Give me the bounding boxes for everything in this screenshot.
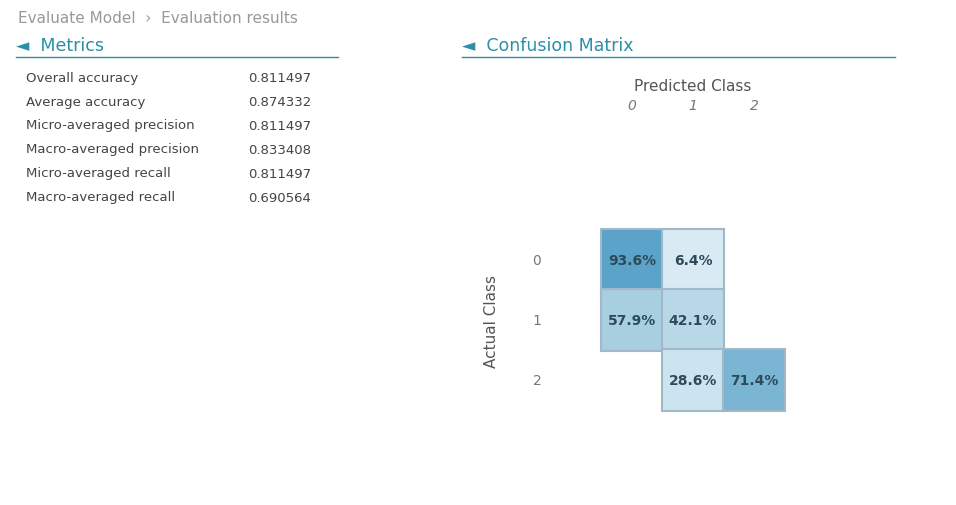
Text: Average accuracy: Average accuracy [26, 95, 145, 108]
Bar [662, 289, 724, 351]
Text: 0: 0 [532, 254, 541, 268]
Text: Actual Class: Actual Class [485, 274, 499, 367]
Bar [601, 230, 663, 291]
Text: 93.6%: 93.6% [608, 254, 656, 268]
Text: Micro-averaged recall: Micro-averaged recall [26, 167, 171, 180]
Text: Macro-averaged precision: Macro-averaged precision [26, 143, 199, 156]
Text: 0.833408: 0.833408 [248, 143, 311, 156]
Text: 0: 0 [627, 99, 637, 113]
Text: ◄  Metrics: ◄ Metrics [16, 37, 104, 55]
Bar [601, 289, 663, 351]
Text: 2: 2 [750, 99, 758, 113]
Text: Macro-averaged recall: Macro-averaged recall [26, 191, 175, 204]
Text: 1: 1 [688, 99, 698, 113]
Text: 1: 1 [532, 314, 541, 327]
Bar [662, 349, 724, 411]
Text: 2: 2 [532, 373, 541, 387]
Text: 0.874332: 0.874332 [248, 95, 312, 108]
Text: 6.4%: 6.4% [674, 254, 712, 268]
Text: 71.4%: 71.4% [729, 373, 778, 387]
Text: Evaluate Model  ›  Evaluation results: Evaluate Model › Evaluation results [18, 11, 298, 25]
Text: 0.811497: 0.811497 [248, 167, 311, 180]
Text: 0.811497: 0.811497 [248, 119, 311, 132]
Text: Predicted Class: Predicted Class [635, 78, 751, 93]
Bar [723, 349, 785, 411]
Text: Micro-averaged precision: Micro-averaged precision [26, 119, 195, 132]
Text: 0.690564: 0.690564 [248, 191, 311, 204]
Text: 42.1%: 42.1% [669, 314, 717, 327]
Text: 0.811497: 0.811497 [248, 71, 311, 84]
Text: 28.6%: 28.6% [669, 373, 717, 387]
Text: 57.9%: 57.9% [608, 314, 656, 327]
Text: ◄  Confusion Matrix: ◄ Confusion Matrix [462, 37, 634, 55]
Bar [662, 230, 724, 291]
Text: Overall accuracy: Overall accuracy [26, 71, 139, 84]
